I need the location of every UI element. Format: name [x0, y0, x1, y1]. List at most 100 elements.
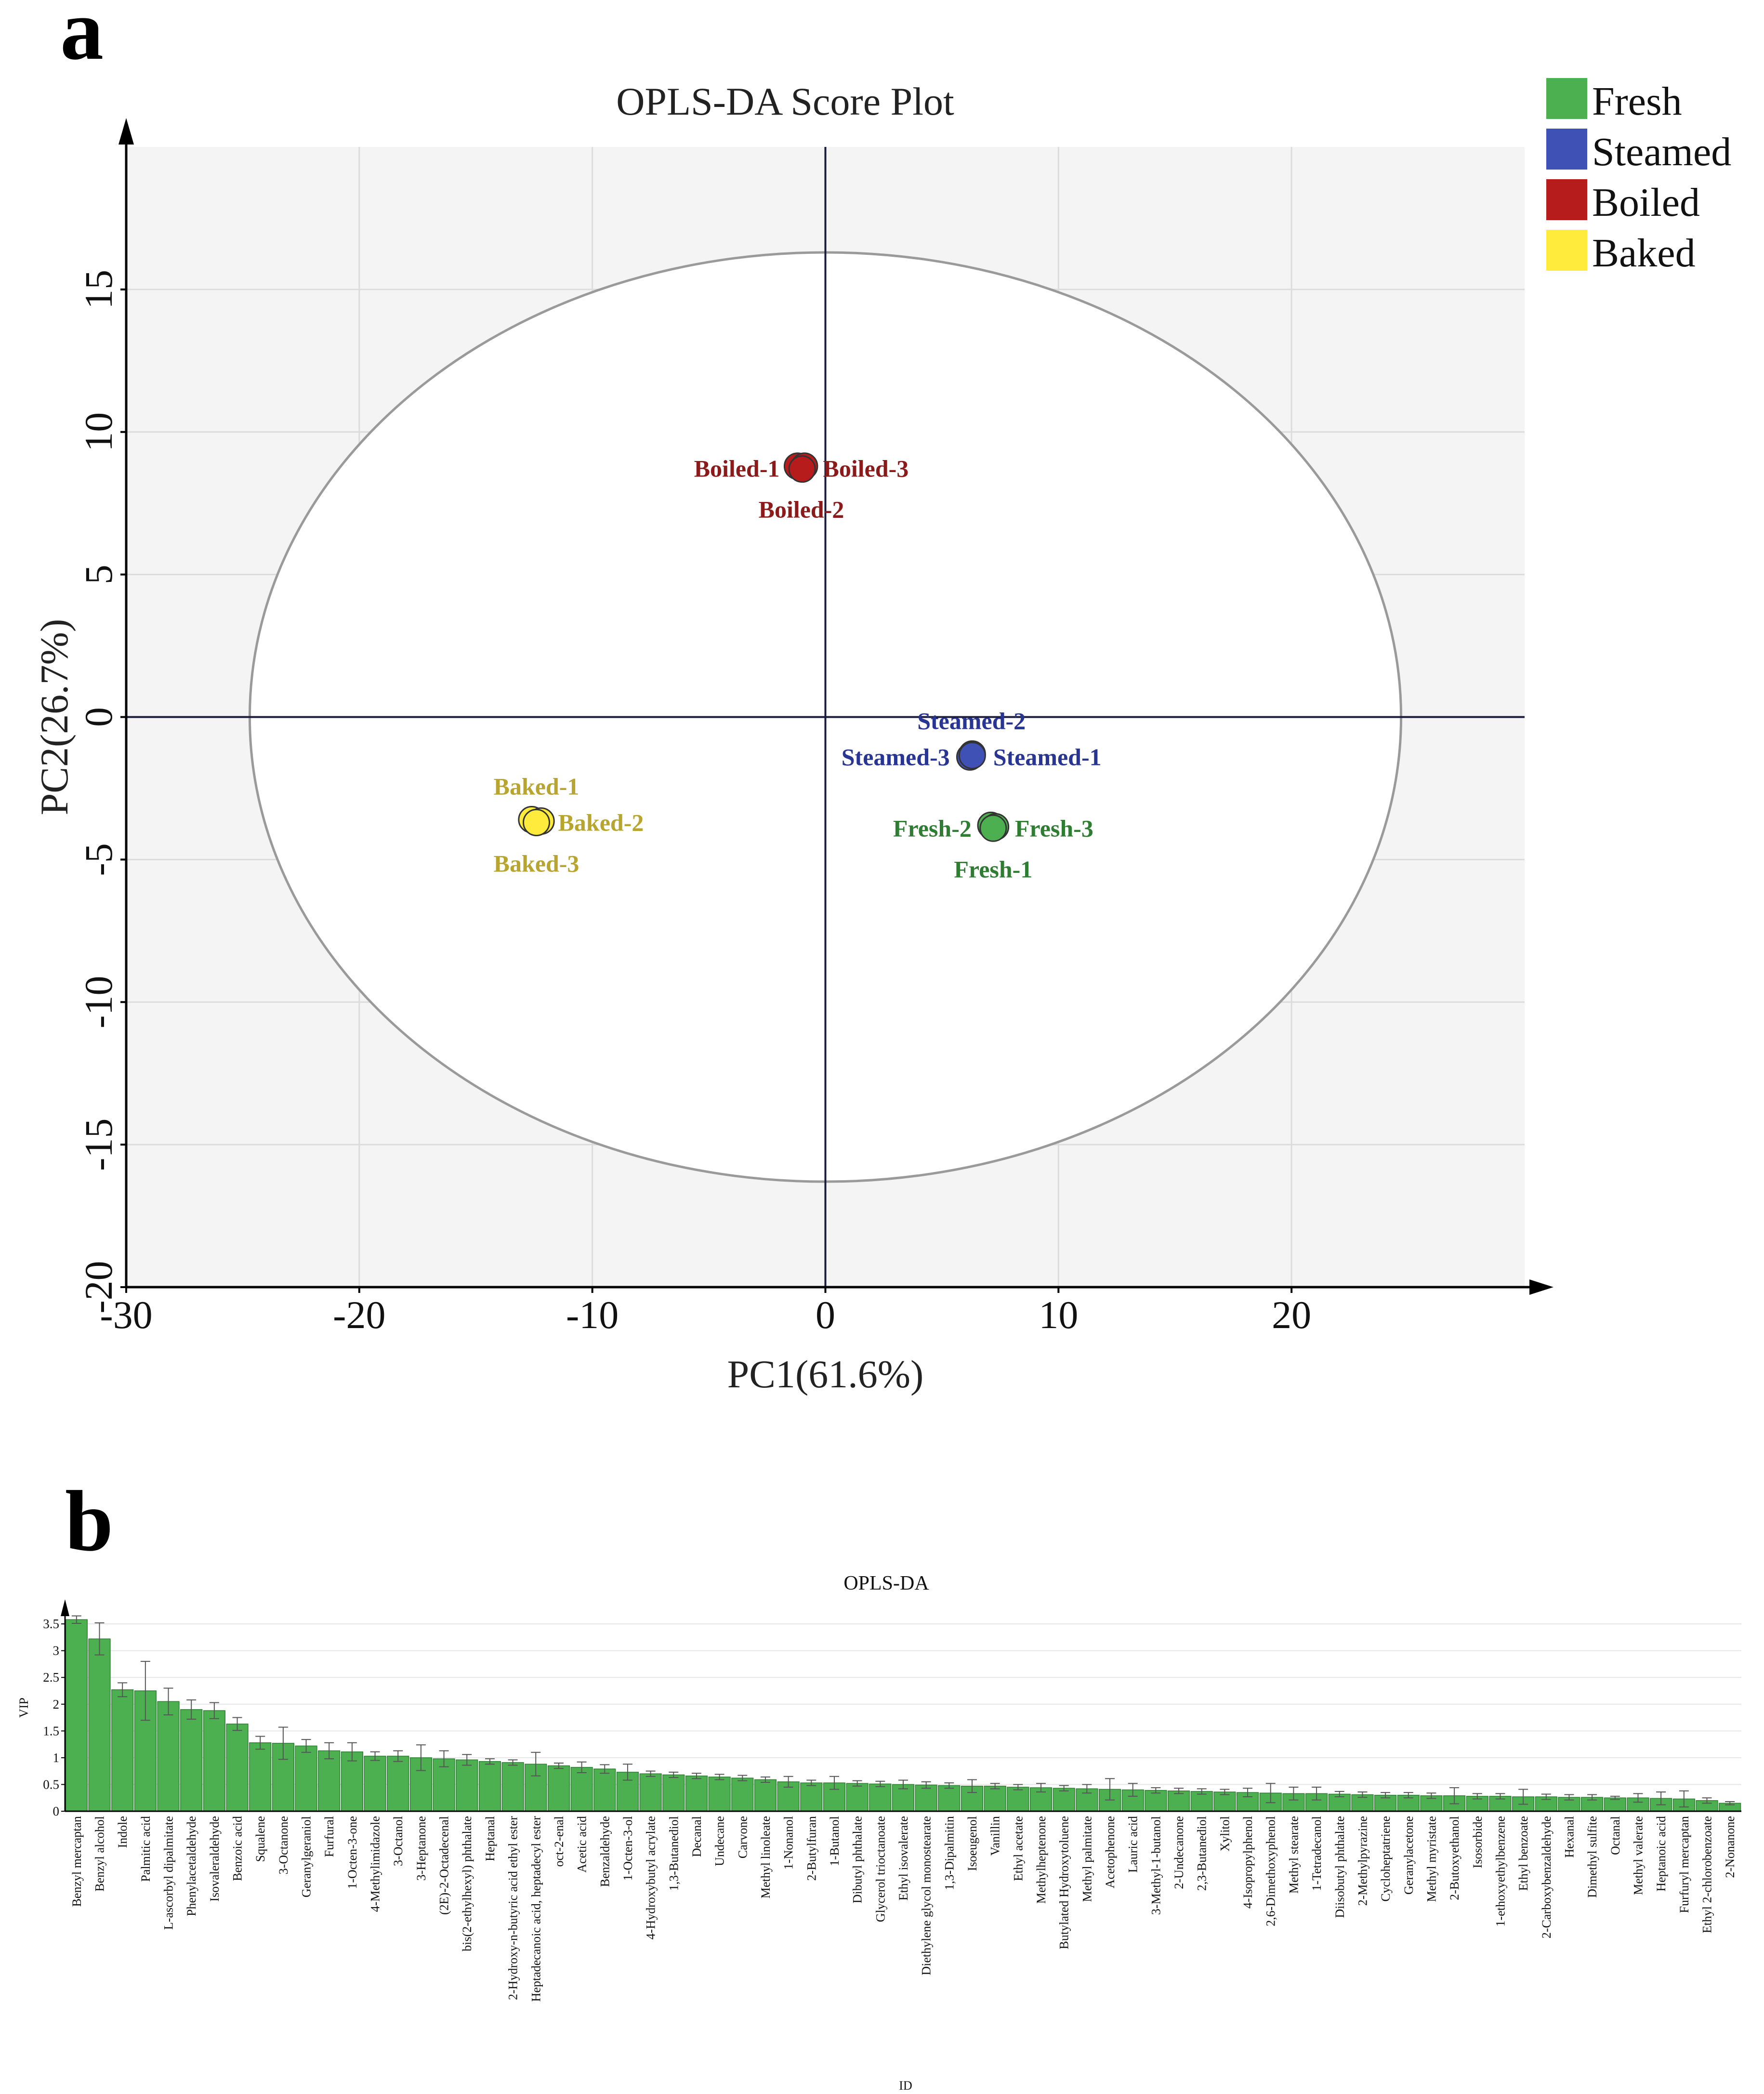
- category-label-methylheptenone: Methylheptenone: [1034, 1816, 1048, 1904]
- category-label-diisobutyl-phthalate: Diisobutyl phthalate: [1333, 1816, 1347, 1918]
- category-label-phenylacetaldehyde: Phenylacetaldehyde: [184, 1816, 198, 1916]
- category-label-1-3-butanediol: 1,3-Butanediol: [667, 1816, 681, 1891]
- legend-swatch-fresh: [1546, 78, 1587, 119]
- category-label-heptanoic-acid: Heptanoic acid: [1654, 1816, 1668, 1892]
- bar-dibutyl-phthalate: [846, 1783, 869, 1812]
- bar-indole: [111, 1689, 134, 1812]
- bar-2-hydroxy-n-butyric-acid-ethyl-ester: [501, 1762, 524, 1812]
- category-label-bis-2-ethylhexyl-phthalate: bis(2-ethylhexyl) phthalate: [460, 1816, 474, 1951]
- legend-label-fresh: Fresh: [1592, 79, 1682, 124]
- score-point-boiled-2: [788, 455, 816, 483]
- bar-decanal: [685, 1775, 708, 1812]
- category-label-2-6-dimethoxyphenol: 2,6-Dimethoxyphenol: [1264, 1816, 1278, 1926]
- category-label-4-methylimidazole: 4-Methylimidazole: [369, 1816, 382, 1912]
- point-label-fresh-1: Fresh-1: [954, 856, 1032, 882]
- category-label-2-carboxybenzaldehyde: 2-Carboxybenzaldehyde: [1540, 1816, 1553, 1938]
- bar-2-butylfuran: [800, 1782, 823, 1812]
- category-label-methyl-valerate: Methyl valerate: [1631, 1816, 1645, 1895]
- category-label-4-isopropylphenol: 4-Isopropylphenol: [1241, 1816, 1255, 1909]
- category-label-undecane: Undecane: [713, 1816, 727, 1866]
- bar-butylated-hydroxytoluene: [1053, 1788, 1075, 1812]
- category-label-diethylene-glycol-monostearate: Diethylene glycol monostearate: [920, 1816, 934, 1975]
- y-tick-label: 3.5: [43, 1617, 59, 1631]
- bar-3-octanol: [387, 1755, 409, 1812]
- category-label-acetic-acid: Acetic acid: [575, 1816, 589, 1873]
- category-label-1-nonanol: 1-Nonanol: [782, 1816, 796, 1870]
- category-label-ethyl-isovalerate: Ethyl isovalerate: [896, 1816, 910, 1900]
- y-tick-label: 2: [53, 1697, 60, 1712]
- legend-swatch-steamed: [1546, 129, 1587, 170]
- category-label-decanal: Decanal: [690, 1816, 704, 1857]
- bar-carvone: [731, 1778, 754, 1812]
- category-label-3-octanol: 3-Octanol: [391, 1816, 405, 1866]
- axes: [118, 118, 1553, 1295]
- bar-geranylgeraniol: [295, 1745, 317, 1812]
- bar-benzyl-alcohol: [88, 1638, 111, 1812]
- category-label-methyl-myristate: Methyl myristate: [1424, 1816, 1438, 1902]
- category-label-benzyl-alcohol: Benzyl alcohol: [93, 1816, 107, 1892]
- category-label-benzaldehyde: Benzaldehyde: [598, 1816, 612, 1887]
- category-label-glycerol-trioctanoate: Glycerol trioctanoate: [873, 1816, 887, 1922]
- score-points: Boiled-1 Boiled-3 Boiled-2 Steamed-2 Steamed…: [494, 452, 1102, 882]
- category-label-2e-2-octadecenal: (2E)-2-Octadecenal: [437, 1816, 451, 1915]
- bar-squalene: [249, 1742, 272, 1812]
- x-axis-arrow-icon: [1529, 1279, 1553, 1295]
- category-label-heptanal: Heptanal: [483, 1816, 497, 1861]
- point-label-boiled-3: Boiled-3: [823, 455, 909, 482]
- bar-1-3-butanediol: [662, 1774, 685, 1812]
- point-label-steamed-1: Steamed-1: [993, 743, 1102, 770]
- point-label-boiled-1: Boiled-1: [694, 455, 780, 482]
- panel-a-letter: a: [60, 0, 104, 78]
- category-label-1-tetradecanol: 1-Tetradecanol: [1310, 1816, 1324, 1891]
- panel-b-letter: b: [65, 1473, 113, 1569]
- y-tick-label: 1.5: [43, 1724, 59, 1738]
- category-label-ethyl-2-chlorobenzoate: Ethyl 2-chlorobenzoate: [1700, 1816, 1714, 1933]
- category-label-geranylgeraniol: Geranylgeraniol: [300, 1816, 314, 1897]
- category-label-xylitol: Xylitol: [1218, 1816, 1232, 1852]
- bar-3-methyl-1-butanol: [1145, 1790, 1167, 1812]
- bar-acetic-acid: [570, 1767, 593, 1812]
- y-tick-label: 3: [53, 1644, 60, 1658]
- bar-glycerol-trioctanoate: [869, 1783, 892, 1812]
- y-tick-label: 0.5: [43, 1777, 59, 1791]
- category-label-octanal: Octanal: [1608, 1816, 1622, 1855]
- bar-l-ascorbyl-dipalmitate: [157, 1701, 180, 1812]
- category-label-dibutyl-phthalate: Dibutyl phthalate: [851, 1816, 865, 1903]
- category-label-acetophenone: Acetophenone: [1103, 1816, 1117, 1888]
- category-label-2-butylfuran: 2-Butylfuran: [804, 1816, 818, 1881]
- point-label-fresh-3: Fresh-3: [1015, 815, 1093, 842]
- y-axis-label: VIP: [17, 1698, 31, 1718]
- y-tick-label: -5: [77, 843, 120, 876]
- category-label-carvone: Carvone: [736, 1816, 750, 1858]
- y-tick-label: 0: [53, 1804, 60, 1818]
- chart-title: OPLS-DA Score Plot: [616, 79, 954, 123]
- x-axis-label: PC1(61.6%): [727, 1352, 924, 1396]
- category-label-3-octanone: 3-Octanone: [276, 1816, 290, 1874]
- legend-swatch-baked: [1546, 230, 1587, 271]
- point-label-fresh-2: Fresh-2: [893, 815, 972, 842]
- bar-hexanal: [1558, 1797, 1580, 1812]
- category-label-benzyl-mercaptan: Benzyl mercaptan: [70, 1816, 84, 1907]
- bar-isovaleraldehyde: [203, 1710, 225, 1812]
- score-point-fresh-1: [979, 814, 1007, 842]
- category-label-palmitic-acid: Palmitic acid: [139, 1816, 153, 1882]
- category-label-isoeugenol: Isoeugenol: [965, 1816, 979, 1871]
- category-label-1-octen-3-one: 1-Octen-3-one: [345, 1816, 359, 1889]
- point-label-steamed-2: Steamed-2: [917, 707, 1026, 734]
- bar-oct-2-enal: [547, 1765, 570, 1812]
- bar-4-hydroxybutyl-acrylate: [639, 1773, 662, 1812]
- chart-title: OPLS-DA: [843, 1572, 929, 1594]
- category-label-ethyl-acetate: Ethyl acetate: [1011, 1816, 1025, 1881]
- x-tick-label: 10: [1039, 1293, 1078, 1337]
- point-label-baked-1: Baked-1: [494, 773, 579, 800]
- category-label-vanillin: Vanillin: [988, 1816, 1002, 1856]
- legend: Fresh Steamed Boiled Baked: [1546, 78, 1731, 276]
- bar-undecane: [708, 1777, 731, 1812]
- category-label-isovaleraldehyde: Isovaleraldehyde: [208, 1816, 222, 1902]
- y-tick-label: -20: [77, 1261, 120, 1313]
- bar-phenylacetaldehyde: [180, 1709, 203, 1812]
- bar-ethyl-acetate: [1007, 1787, 1029, 1812]
- score-point-steamed-1: [958, 741, 986, 769]
